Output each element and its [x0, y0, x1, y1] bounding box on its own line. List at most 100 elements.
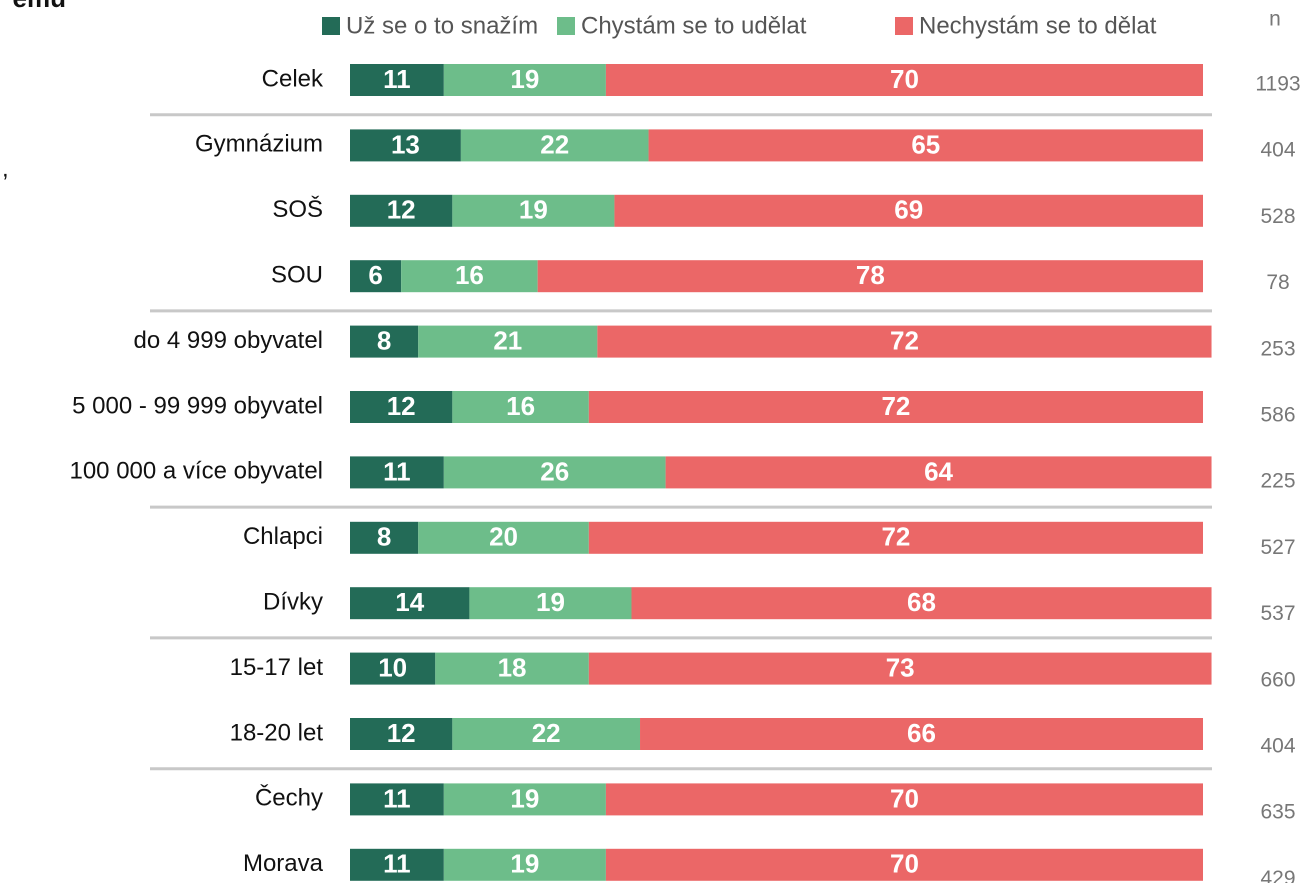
n-label: 253 [1260, 337, 1295, 360]
bar-segment [640, 718, 1203, 750]
bar-segment [443, 456, 666, 489]
bar-segment [350, 587, 470, 620]
value-label: 18 [498, 652, 527, 682]
value-label: 13 [391, 129, 420, 159]
category-label: SOŠ [272, 195, 323, 223]
bar-segment [418, 521, 589, 554]
value-label: 11 [383, 849, 411, 879]
n-label: 429 [1260, 867, 1295, 883]
value-label: 22 [540, 129, 569, 159]
legend-label: Nechystám se to dělat [919, 12, 1157, 39]
bar-segment [460, 129, 649, 162]
value-label: 69 [894, 195, 923, 225]
n-label: 225 [1260, 470, 1295, 493]
bar-segment [443, 64, 606, 96]
value-label: 11 [383, 456, 411, 486]
bar-segment [588, 652, 1212, 685]
n-label: 527 [1260, 536, 1295, 559]
value-label: 12 [387, 391, 416, 421]
bar-segment [614, 194, 1203, 227]
bar-segment [350, 194, 453, 227]
value-label: 73 [886, 652, 915, 682]
bar-segment [435, 652, 589, 685]
value-label: 21 [493, 325, 522, 355]
bar-segment [648, 129, 1203, 162]
value-label: 72 [890, 325, 919, 355]
category-label: 15-17 let [230, 654, 324, 681]
bar-segment [350, 783, 444, 816]
value-label: 10 [378, 652, 407, 682]
bar-segment [588, 391, 1203, 423]
bar-segment [605, 848, 1203, 881]
bar-segment [350, 521, 419, 554]
bar-segment [605, 783, 1203, 816]
category-label: 5 000 - 99 999 obyvatel [72, 392, 323, 419]
bar-segment [452, 391, 589, 423]
bar-segment [350, 391, 453, 423]
annotation: , [2, 155, 9, 182]
value-label: 72 [881, 522, 910, 552]
n-label: 404 [1260, 735, 1295, 758]
category-label: Dívky [263, 589, 323, 616]
value-label: 6 [368, 260, 382, 290]
value-label: 16 [506, 391, 535, 421]
value-label: 8 [377, 522, 391, 552]
value-label: 72 [881, 391, 910, 421]
n-header: n [1269, 8, 1281, 31]
legend-swatch [895, 17, 913, 35]
bar-segment [597, 325, 1212, 358]
n-label: 586 [1260, 404, 1295, 427]
value-label: 19 [519, 195, 548, 225]
n-label: 1193 [1255, 73, 1300, 96]
n-label: 635 [1260, 801, 1295, 824]
category-label: SOU [271, 262, 323, 289]
n-label: 660 [1260, 668, 1295, 691]
bar-segment [469, 587, 632, 620]
value-label: 19 [510, 64, 539, 94]
value-label: 22 [532, 718, 561, 748]
value-label: 11 [383, 64, 411, 94]
legend-label: Chystám se to udělat [581, 12, 807, 39]
category-label: Chlapci [243, 523, 323, 550]
n-label: 404 [1260, 139, 1295, 162]
value-label: 11 [383, 783, 411, 813]
value-label: 70 [890, 849, 919, 879]
bar-segment [605, 64, 1203, 96]
bar-segment [665, 456, 1212, 489]
value-label: 26 [540, 456, 569, 486]
bar-segment [350, 64, 444, 96]
value-label: 12 [387, 195, 416, 225]
bar-segment [350, 260, 402, 293]
legend-swatch [322, 17, 340, 35]
bar-segment [350, 848, 444, 881]
bar-segment [418, 325, 598, 358]
value-label: 20 [489, 522, 518, 552]
value-label: 16 [455, 260, 484, 290]
n-label: 528 [1260, 205, 1295, 228]
value-label: 14 [395, 587, 424, 617]
category-label: 100 000 a více obyvatel [69, 458, 323, 485]
bar-segment [443, 848, 606, 881]
value-label: 68 [907, 587, 936, 617]
bar-segment [443, 783, 606, 816]
category-label: Celek [262, 65, 324, 92]
bar-segment [537, 260, 1203, 293]
value-label: 19 [510, 783, 539, 813]
bar-segment [631, 587, 1212, 620]
bar-segment [350, 129, 461, 162]
value-label: 12 [387, 718, 416, 748]
value-label: 8 [377, 325, 391, 355]
value-label: 66 [907, 718, 936, 748]
value-label: 64 [924, 456, 953, 486]
bar-segment [588, 521, 1203, 554]
bar-segment [401, 260, 538, 293]
value-label: 78 [856, 260, 885, 290]
value-label: 19 [536, 587, 565, 617]
category-label: 18-20 let [230, 719, 324, 746]
legend-label: Už se o to snažím [346, 12, 538, 39]
legend-swatch [557, 17, 575, 35]
chart-title: emu [13, 0, 66, 13]
bar-segment [350, 652, 436, 685]
category-label: Morava [243, 850, 324, 877]
bar-segment [452, 194, 615, 227]
